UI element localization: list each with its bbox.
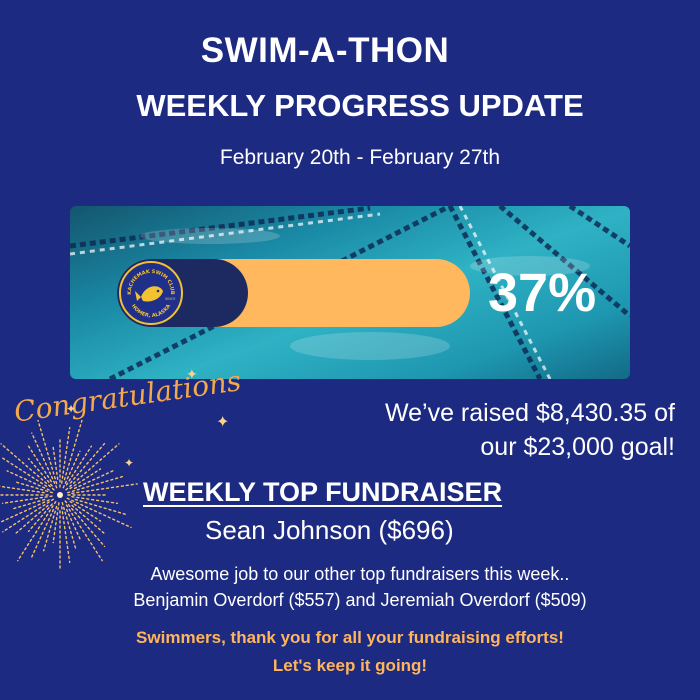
top-fundraiser-name: Sean Johnson ($696) bbox=[205, 515, 454, 545]
firework-ray bbox=[6, 470, 50, 491]
thanks-closing: Let's keep it going! bbox=[272, 656, 428, 675]
logo-since-text: SINCE bbox=[165, 297, 176, 301]
firework-ray bbox=[1, 495, 53, 505]
firework-ray bbox=[0, 443, 55, 491]
firework-ray bbox=[52, 446, 59, 480]
top-fundraiser-heading: WEEKLY TOP FUNDRAISER bbox=[143, 477, 503, 507]
firework-ray bbox=[27, 503, 53, 533]
firework-ray bbox=[13, 480, 53, 494]
progress-percent: 37% bbox=[488, 263, 597, 323]
firework-ray bbox=[31, 508, 55, 558]
firework-ray bbox=[2, 457, 48, 488]
other-fundraisers-names: Benjamin Overdorf ($557) and Jeremiah Ov… bbox=[133, 590, 587, 610]
firework-graphic bbox=[0, 420, 138, 570]
page-title: SWIM-A-THON bbox=[200, 31, 450, 70]
firework-ray bbox=[71, 483, 138, 495]
sparkle-icon: ✦ bbox=[124, 456, 135, 470]
firework-ray bbox=[66, 475, 126, 494]
page-subtitle: WEEKLY PROGRESS UPDATE bbox=[136, 88, 584, 123]
firework-ray bbox=[69, 500, 102, 522]
firework-ray bbox=[52, 502, 60, 544]
thanks-message: Swimmers, thank you for all your fundrai… bbox=[136, 628, 564, 647]
firework-ray bbox=[2, 498, 54, 533]
firework-ray bbox=[17, 500, 57, 562]
sparkle-icon: ✦ bbox=[216, 414, 230, 431]
club-logo: KACHEMAK SWIM CLUB HOMER, ALASKA SINCE bbox=[119, 261, 183, 325]
firework-ray bbox=[69, 468, 102, 490]
firework-ray bbox=[63, 420, 83, 481]
firework-ray bbox=[69, 442, 106, 484]
date-range: February 20th - February 27th bbox=[219, 146, 501, 169]
firework-ray bbox=[71, 495, 119, 505]
firework-ray bbox=[31, 432, 58, 489]
firework-ray bbox=[13, 498, 46, 510]
raised-summary: We’ve raised $8,430.35 of our $23,000 go… bbox=[330, 396, 675, 464]
firework-ray bbox=[43, 505, 58, 552]
firework-ray bbox=[64, 500, 106, 548]
firework-ray bbox=[73, 470, 114, 490]
firework-ray bbox=[37, 420, 58, 485]
sparkle-icon: ✦ bbox=[66, 402, 77, 416]
raised-line-2: our $23,000 goal! bbox=[480, 433, 675, 461]
firework-ray bbox=[66, 497, 132, 529]
firework-ray bbox=[62, 450, 81, 489]
other-fundraisers-intro: Awesome job to our other top fundraisers… bbox=[150, 564, 570, 584]
fish-icon bbox=[135, 286, 163, 302]
firework-ray bbox=[61, 501, 78, 552]
firework-ray bbox=[65, 504, 103, 562]
firework-ray bbox=[27, 458, 53, 487]
firework-ray bbox=[65, 445, 93, 486]
sparkle-icon: ✦ bbox=[186, 366, 198, 382]
firework-ray bbox=[61, 506, 71, 564]
raised-line-1: We’ve raised $8,430.35 of bbox=[384, 399, 675, 427]
firework-ray bbox=[27, 445, 52, 483]
firework-ray bbox=[61, 426, 71, 484]
svg-text:HOMER, ALASKA: HOMER, ALASKA bbox=[130, 303, 172, 319]
firework-ray bbox=[65, 508, 81, 540]
firework-ray bbox=[15, 504, 49, 534]
firework-ray bbox=[65, 443, 120, 491]
firework-ray bbox=[71, 504, 105, 534]
firework-ray bbox=[74, 498, 126, 515]
firework-ray bbox=[0, 499, 50, 524]
firework-ray bbox=[0, 485, 45, 494]
logo-bottom-text: HOMER, ALASKA bbox=[130, 303, 172, 319]
